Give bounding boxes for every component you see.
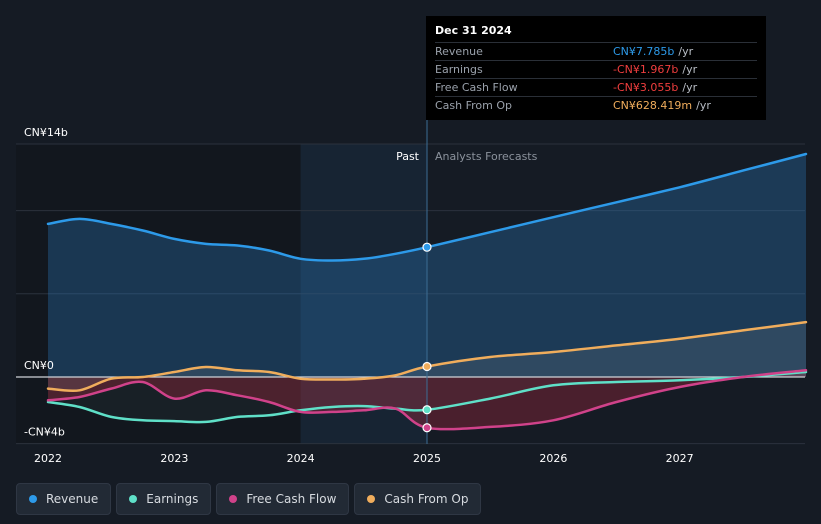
tooltip-row-earnings: Earnings -CN¥1.967b /yr bbox=[435, 60, 757, 78]
legend-earnings[interactable]: Earnings bbox=[116, 483, 212, 515]
tooltip-unit: /yr bbox=[696, 99, 711, 112]
tooltip-unit: /yr bbox=[682, 63, 698, 76]
series-line-free-cash-flow bbox=[46, 369, 808, 431]
x-tick-label: 2027 bbox=[666, 452, 694, 465]
chart-legend: Revenue Earnings Free Cash Flow Cash Fro… bbox=[16, 483, 482, 515]
legend-label: Free Cash Flow bbox=[246, 492, 337, 506]
free-cash-flow-dot-icon bbox=[229, 495, 238, 503]
x-tick-label: 2025 bbox=[413, 452, 441, 465]
hover-tooltip: Dec 31 2024 Revenue CN¥7.785b /yr Earnin… bbox=[426, 16, 766, 120]
tooltip-row-free-cash-flow: Free Cash Flow -CN¥3.055b /yr bbox=[435, 78, 757, 96]
marker-earnings bbox=[422, 405, 432, 415]
tooltip-value: CN¥7.785b bbox=[613, 45, 675, 58]
area-cash-from-op bbox=[48, 322, 806, 391]
forecast-label: Analysts Forecasts bbox=[435, 150, 538, 163]
y-tick-label: CN¥0 bbox=[24, 359, 54, 372]
tooltip-value: -CN¥3.055b bbox=[613, 81, 679, 94]
series-line-earnings bbox=[46, 370, 808, 424]
marker-free-cash-flow bbox=[422, 423, 432, 433]
x-tick-label: 2023 bbox=[160, 452, 188, 465]
legend-cash-from-op[interactable]: Cash From Op bbox=[354, 483, 482, 515]
x-tick-label: 2024 bbox=[287, 452, 315, 465]
tooltip-unit: /yr bbox=[682, 81, 698, 94]
tooltip-unit: /yr bbox=[678, 45, 694, 58]
y-tick-label: -CN¥4b bbox=[24, 426, 65, 439]
x-tick-label: 2022 bbox=[34, 452, 62, 465]
earnings-dot-icon bbox=[129, 495, 138, 503]
cash-from-op-dot-icon bbox=[367, 495, 376, 503]
tooltip-label: Earnings bbox=[435, 63, 483, 76]
tooltip-label: Cash From Op bbox=[435, 99, 513, 112]
tooltip-row-cash-from-op: Cash From Op CN¥628.419m /yr bbox=[435, 96, 757, 114]
legend-free-cash-flow[interactable]: Free Cash Flow bbox=[216, 483, 350, 515]
series-line-revenue bbox=[46, 152, 808, 262]
tooltip-value: -CN¥1.967b bbox=[613, 63, 679, 76]
tooltip-label: Revenue bbox=[435, 45, 483, 58]
y-tick-label: CN¥14b bbox=[24, 126, 68, 139]
legend-revenue[interactable]: Revenue bbox=[16, 483, 112, 515]
legend-label: Earnings bbox=[146, 492, 199, 506]
series-line-cash-from-op bbox=[46, 320, 808, 393]
legend-label: Cash From Op bbox=[384, 492, 469, 506]
legend-label: Revenue bbox=[46, 492, 99, 506]
x-tick-label: 2026 bbox=[539, 452, 567, 465]
marker-cash-from-op bbox=[422, 361, 432, 372]
tooltip-row-revenue: Revenue CN¥7.785b /yr bbox=[435, 42, 757, 60]
tooltip-label: Free Cash Flow bbox=[435, 81, 518, 94]
tooltip-date: Dec 31 2024 bbox=[435, 24, 512, 37]
tooltip-value: CN¥628.419m bbox=[613, 99, 693, 112]
revenue-dot-icon bbox=[29, 495, 37, 503]
marker-revenue bbox=[422, 242, 432, 252]
past-label: Past bbox=[396, 150, 420, 163]
